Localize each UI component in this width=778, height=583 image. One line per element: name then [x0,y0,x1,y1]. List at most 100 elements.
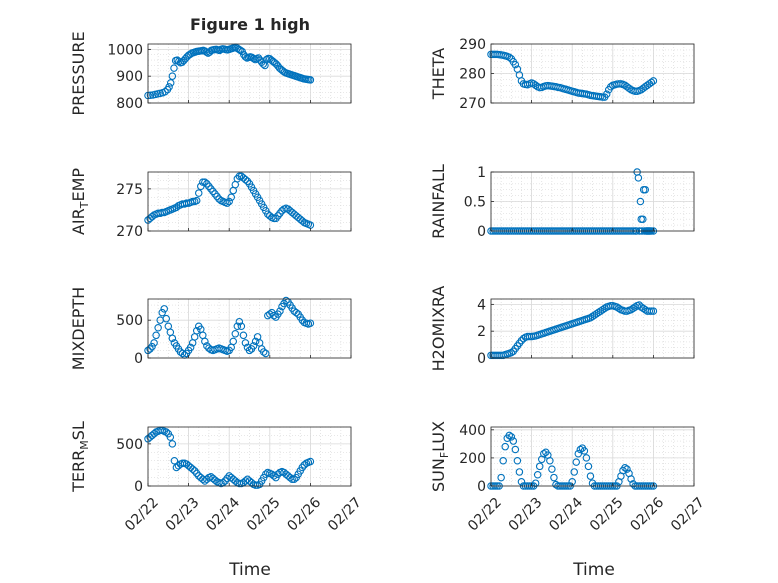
x-tick-label: 02/24 [546,495,586,535]
data-point [231,477,240,485]
y-tick-label: 275 [116,182,143,198]
data-point [262,55,271,64]
subplot-theta: 270 280 290 THETA [429,37,695,112]
x-tick-label: 02/27 [325,495,365,535]
y-tick-label: 500 [116,313,143,329]
data-point [154,323,162,332]
y-tick-label: 0 [477,224,486,240]
data-point [497,473,505,482]
data-point [229,337,238,346]
data-point [550,473,558,482]
data-point [270,214,278,223]
figure-title: Figure 1 high [190,15,310,34]
data-point [634,174,643,182]
data-point [186,343,195,352]
data-point [576,445,585,454]
y-tick-label: 270 [459,96,486,112]
data-point [649,77,658,85]
data-point [623,465,631,473]
y-axis-label: AIRTEMP [69,168,91,235]
data-point [511,445,520,454]
data-point [192,196,201,205]
data-point [505,431,514,440]
data-point [627,475,635,483]
data-point [288,475,296,484]
data-point [548,465,556,473]
data-point [150,429,158,438]
data-point [188,465,197,473]
data-point [146,345,154,353]
data-point [282,296,290,305]
data-point [615,304,623,313]
data-point [148,212,156,221]
data-point [235,317,244,326]
subplot-h2omixra: 0 2 4 H2OMIXRA [429,286,695,371]
y-tick-label: 280 [459,67,486,83]
data-point [152,331,160,340]
data-point [166,79,175,87]
data-point [165,83,173,91]
data-point [199,178,207,186]
data-point [570,468,578,476]
data-point [499,456,507,465]
data-series [144,426,315,489]
y-axis-label: PRESSURE [69,31,88,115]
data-point [513,456,522,465]
subplot-sun-flux: 0 200 400 SUNFLUX 02/22 02/23 02/24 02/25 02/26 0… [429,421,708,534]
y-tick-label: 1 [477,165,486,181]
data-point [270,472,278,480]
data-point [647,78,656,87]
data-point [245,346,254,355]
data-point [172,203,181,212]
data-point [511,60,520,69]
x-tick-label: 02/23 [163,495,203,535]
x-tick-label: 02/24 [203,495,243,535]
x-tick-label: 02/25 [244,495,284,535]
data-point [276,307,284,315]
data-point [535,462,544,471]
y-axis-label: MIXDEPTH [69,287,88,370]
data-point [572,458,581,466]
data-point [201,337,209,346]
y-axis-label: TERRMSL [69,421,91,493]
data-point [582,454,591,462]
data-point [306,457,315,466]
plot-area [491,427,694,486]
data-point [517,478,526,486]
plot-area [148,44,351,103]
data-point [237,322,246,330]
axes-box [490,426,695,487]
data-point [202,48,211,56]
data-point [574,449,583,458]
y-axis-label: SUNFLUX [429,421,451,492]
y-tick-label: 0 [477,351,486,367]
data-point [161,87,169,96]
y-tick-label: 0 [134,479,143,495]
plot-area [491,299,694,358]
data-point [300,461,309,469]
data-series [487,50,658,101]
data-point [505,53,514,62]
subplot-air-temp: 270 275 AIRTEMP [69,168,352,240]
data-point [306,76,315,84]
y-tick-label: 800 [116,96,143,112]
data-point [227,193,235,202]
subplot-rainfall: 0 0.5 1 RAINFALL [429,164,695,240]
subplot-pressure: 800 900 1000 PRESSURE [69,31,352,116]
data-point [150,339,158,347]
data-point [625,84,633,93]
y-tick-label: 400 [459,423,486,439]
subplot-mixdepth: 0 500 MIXDEPTH [69,287,352,370]
data-point [546,456,554,465]
y-tick-label: 4 [477,297,486,313]
y-tick-label: 290 [459,37,486,53]
data-point [192,327,201,335]
data-point [225,197,233,206]
axes-box [490,298,695,359]
data-point [175,57,183,66]
y-tick-label: 0 [134,351,143,367]
data-point [501,442,509,451]
x-tick-label: 02/23 [506,495,546,535]
data-point [168,440,177,448]
data-point [580,447,589,455]
